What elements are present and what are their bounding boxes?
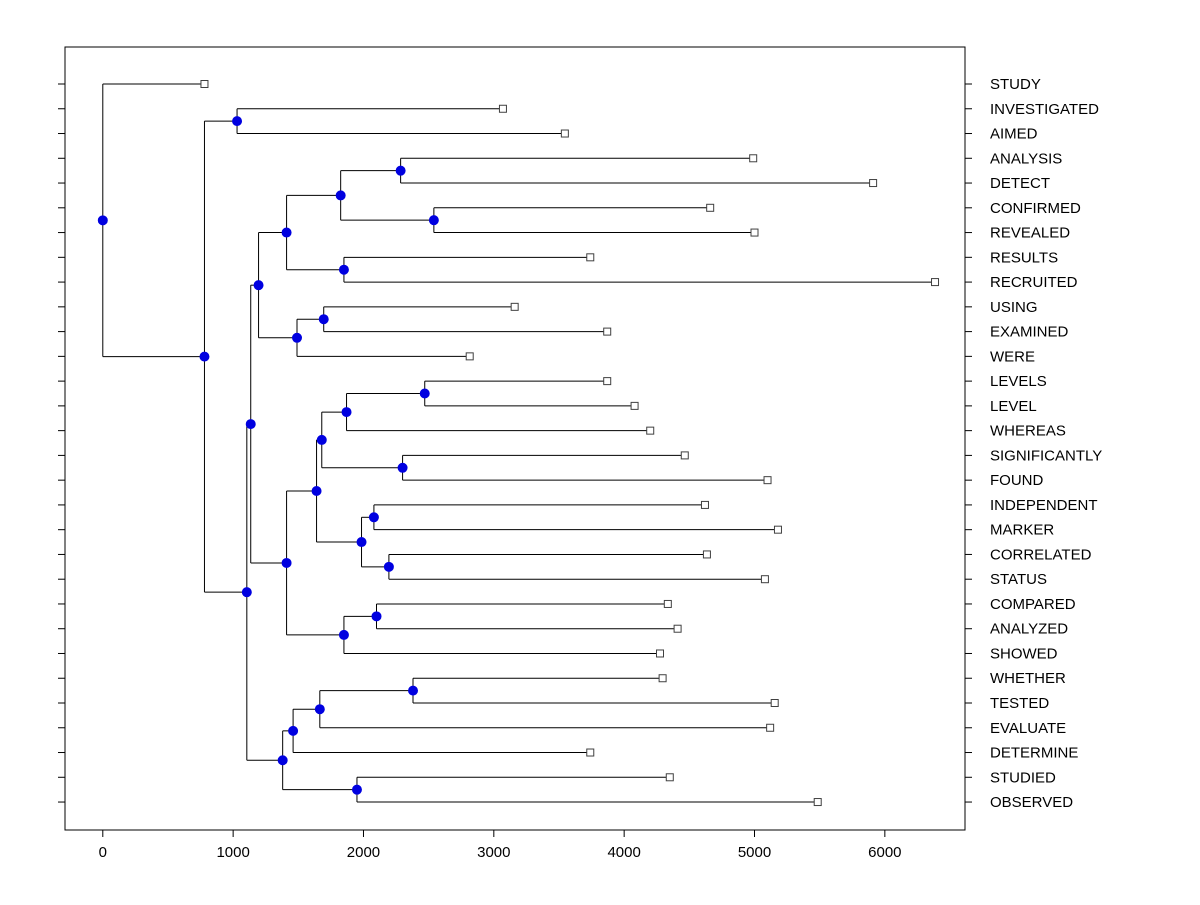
x-tick-label: 5000 (738, 844, 771, 861)
leaf-label: EVALUATE (990, 720, 1066, 737)
leaf-label: EXAMINED (990, 324, 1069, 341)
leaf-marker (749, 154, 758, 163)
branch-node-marker (232, 116, 243, 127)
leaf-marker (603, 377, 612, 386)
leaf-label: RESULTS (990, 249, 1058, 266)
leaf-marker (813, 798, 822, 807)
leaf-marker (760, 575, 769, 584)
leaf-label: TESTED (990, 695, 1049, 712)
leaf-label: WHEREAS (990, 423, 1066, 440)
leaf-marker (465, 352, 474, 361)
leaf-marker (750, 228, 759, 237)
branch-node-marker (395, 165, 406, 176)
branch-node-marker (288, 725, 299, 736)
leaf-label: STUDIED (990, 769, 1056, 786)
branch-node-marker (281, 557, 292, 568)
branch-node-marker (338, 264, 349, 275)
branch-node-marker (356, 537, 367, 548)
leaf-marker (869, 179, 878, 188)
leaf-label: INVESTIGATED (990, 101, 1099, 118)
leaf-label: INDEPENDENT (990, 497, 1098, 514)
leaf-marker (646, 426, 655, 435)
leaf-label: WERE (990, 348, 1035, 365)
leaf-label: OBSERVED (990, 794, 1073, 811)
branch-node-marker (199, 351, 210, 362)
leaf-label: SIGNIFICANTLY (990, 447, 1102, 464)
leaf-label: DETECT (990, 175, 1050, 192)
branch-node-marker (241, 587, 252, 598)
leaf-marker (702, 550, 711, 559)
leaf-marker (658, 674, 667, 683)
x-tick-label: 0 (99, 844, 107, 861)
leaf-label: USING (990, 299, 1038, 316)
branch-node-marker (292, 332, 303, 343)
leaf-label: FOUND (990, 472, 1043, 489)
x-tick-label: 1000 (216, 844, 249, 861)
plot-box (64, 46, 966, 831)
leaf-label: AIMED (990, 126, 1038, 143)
leaf-label: STUDY (990, 76, 1041, 93)
leaf-marker (510, 302, 519, 311)
leaf-label: RECRUITED (990, 274, 1078, 291)
x-tick-label: 4000 (607, 844, 640, 861)
leaf-label: CONFIRMED (990, 200, 1081, 217)
branch-node-marker (419, 388, 430, 399)
leaf-marker (673, 624, 682, 633)
leaf-marker (706, 203, 715, 212)
leaf-label: DETERMINE (990, 745, 1078, 762)
branch-node-marker (311, 485, 322, 496)
leaf-marker (931, 278, 940, 287)
x-tick-label: 2000 (347, 844, 380, 861)
leaf-marker (766, 723, 775, 732)
branch-node-marker (281, 227, 292, 238)
leaf-label: CORRELATED (990, 546, 1092, 563)
leaf-marker (200, 80, 209, 88)
leaf-label: MARKER (990, 522, 1054, 539)
branch-node-marker (351, 784, 362, 795)
x-tick-label: 6000 (868, 844, 901, 861)
branch-node-marker (338, 629, 349, 640)
branch-node-marker (428, 215, 439, 226)
leaf-marker (680, 451, 689, 460)
branch-node-marker (97, 215, 108, 226)
leaf-label: LEVEL (990, 398, 1037, 415)
leaf-marker (603, 327, 612, 336)
leaf-label: COMPARED (990, 596, 1076, 613)
branch-node-marker (371, 611, 382, 622)
branch-node-marker (368, 512, 379, 523)
branch-node-marker (383, 561, 394, 572)
branch-node-marker (316, 434, 327, 445)
branch-node-marker (253, 280, 264, 291)
leaf-marker (665, 773, 674, 782)
leaf-marker (586, 748, 595, 757)
leaf-marker (763, 476, 772, 485)
leaf-marker (656, 649, 665, 658)
branch-node-marker (335, 190, 346, 201)
leaf-marker (630, 401, 639, 410)
branch-node-marker (318, 314, 329, 325)
branch-node-marker (277, 755, 288, 766)
branch-node-marker (341, 407, 352, 418)
branch-node-marker (314, 704, 325, 715)
leaf-marker (700, 500, 709, 509)
leaf-label: WHETHER (990, 670, 1066, 687)
leaf-marker (773, 525, 782, 534)
leaf-marker (498, 104, 507, 113)
leaf-label: ANALYZED (990, 621, 1068, 638)
leaf-marker (663, 599, 672, 608)
branch-node-marker (245, 419, 256, 430)
branch-node-marker (408, 685, 419, 696)
leaf-marker (770, 699, 779, 707)
leaf-marker (560, 129, 569, 138)
leaf-label: LEVELS (990, 373, 1047, 390)
leaf-label: REVEALED (990, 225, 1070, 242)
leaf-label: STATUS (990, 571, 1047, 588)
leaf-marker (586, 253, 595, 262)
leaf-label: ANALYSIS (990, 150, 1062, 167)
leaf-label: SHOWED (990, 645, 1058, 662)
x-tick-label: 3000 (477, 844, 510, 861)
branch-node-marker (397, 462, 408, 473)
